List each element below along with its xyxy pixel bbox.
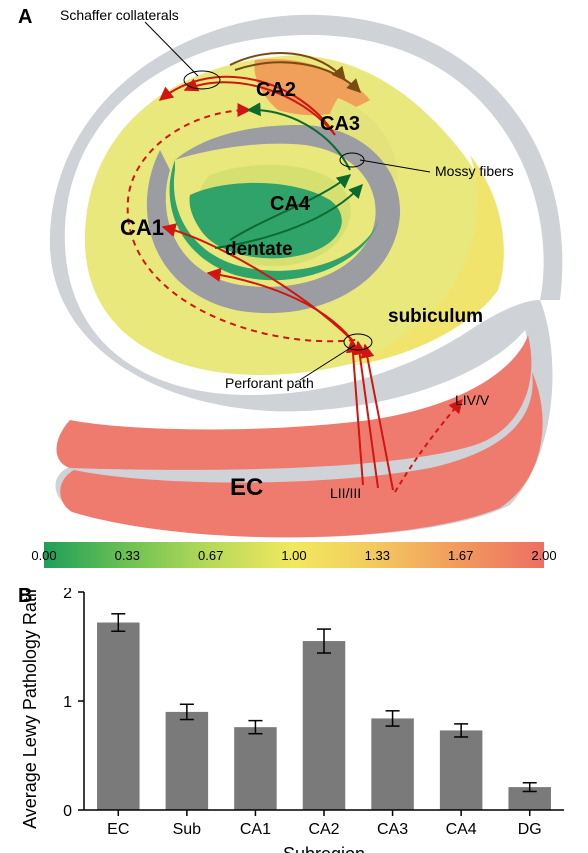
dentate-label: dentate (225, 239, 293, 260)
bar (440, 730, 483, 810)
ca3-label: CA3 (320, 113, 360, 135)
panel-a-diagram: CA1 CA2 CA3 CA4 dentate subiculum EC Sch… (0, 0, 588, 540)
ca2-label: CA2 (256, 79, 296, 101)
schaffer-anno: Schaffer collaterals (60, 7, 179, 23)
x-tick-label: CA4 (446, 821, 477, 838)
ec-label: EC (230, 474, 263, 501)
bar (166, 712, 209, 810)
x-tick-label: DG (518, 821, 542, 838)
perforant-anno: Perforant path (225, 375, 314, 391)
colorbar: 0.00 0.33 0.67 1.00 1.33 1.67 2.00 (0, 538, 588, 590)
colorbar-tick: 0.00 (31, 548, 56, 563)
colorbar-tick: 1.33 (365, 548, 390, 563)
subiculum-label: subiculum (388, 306, 483, 327)
y-tick-label: 2 (63, 588, 72, 602)
x-axis-title: Subregion (283, 844, 365, 853)
mossy-anno: Mossy fibers (435, 163, 514, 179)
liiiii-anno: LII/III (330, 485, 361, 501)
x-tick-label: CA3 (377, 821, 408, 838)
colorbar-tick: 1.67 (448, 548, 473, 563)
colorbar-tick: 2.00 (531, 548, 556, 563)
bars-group (97, 614, 551, 810)
bar (303, 641, 346, 810)
colorbar-tick: 0.67 (198, 548, 223, 563)
panel-b-chart: 0 1 2 EC Sub CA1 CA2 CA3 CA4 DG Average Lewy Path… (0, 588, 588, 853)
colorbar-tick: 1.00 (281, 548, 306, 563)
bar (371, 718, 414, 810)
x-tick-label: CA1 (240, 821, 271, 838)
bar (234, 727, 277, 810)
x-tick-label: EC (107, 821, 129, 838)
ca4-label: CA4 (270, 193, 311, 215)
x-tick-label: Sub (173, 821, 202, 838)
bar (97, 623, 140, 810)
x-tick-label: CA2 (308, 821, 339, 838)
y-tick-label: 0 (63, 803, 72, 820)
livv-anno: LIV/V (455, 392, 490, 408)
y-axis-title: Average Lewy Pathology Rating (20, 588, 40, 829)
ca1-label: CA1 (120, 215, 164, 240)
y-tick-label: 1 (63, 694, 72, 711)
colorbar-tick: 0.33 (115, 548, 140, 563)
